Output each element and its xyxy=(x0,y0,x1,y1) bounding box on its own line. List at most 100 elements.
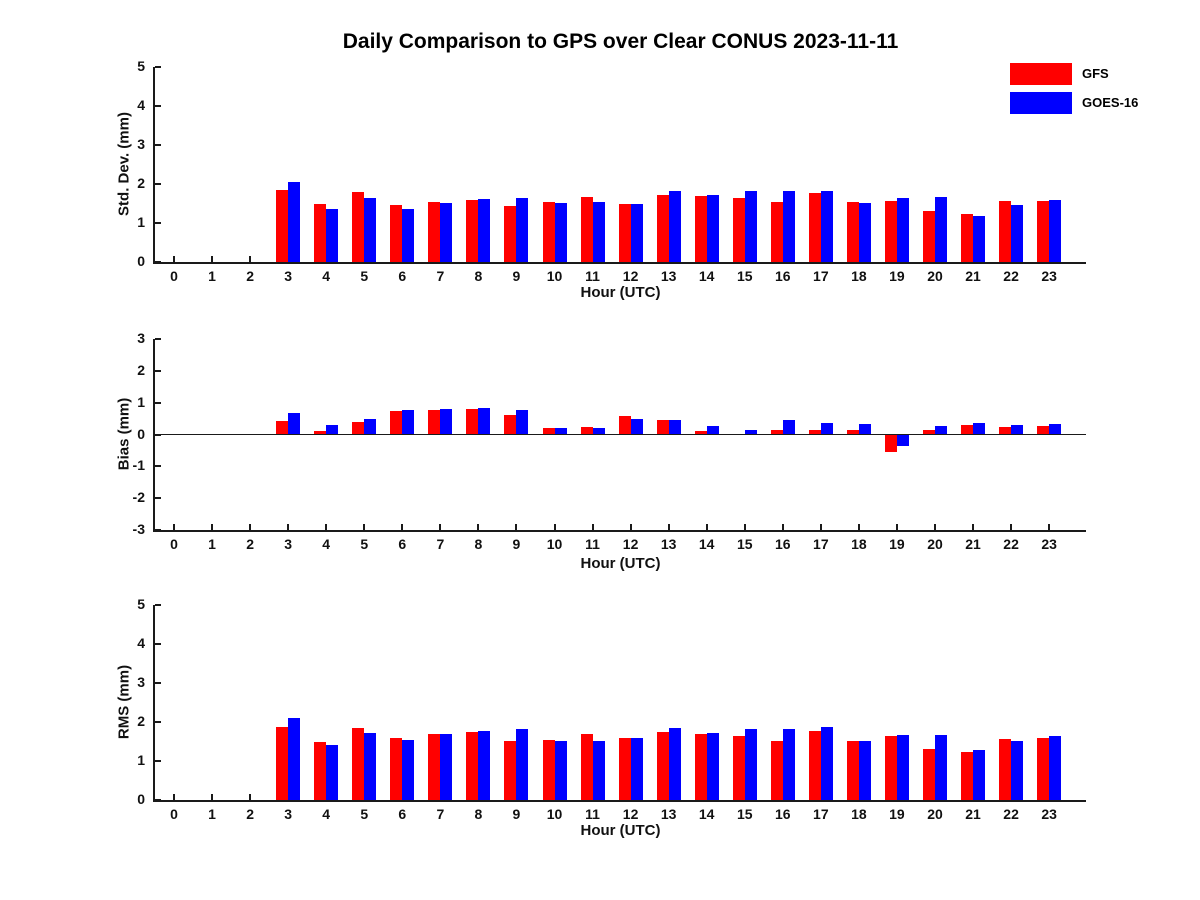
y-tick-mark xyxy=(155,643,161,645)
x-tick-label: 0 xyxy=(170,536,178,552)
bar-gfs-hour-12 xyxy=(618,416,631,435)
x-tick-label: 9 xyxy=(512,536,521,552)
y-tick-mark xyxy=(155,338,161,340)
x-tick-label: 4 xyxy=(322,268,331,284)
y-tick-label: 0 xyxy=(137,253,145,269)
bar-goes-16-hour-17 xyxy=(820,190,833,262)
bar-gfs-hour-14 xyxy=(694,431,707,435)
x-tick-label: 2 xyxy=(246,536,254,552)
bar-gfs-hour-19 xyxy=(884,201,897,262)
x-tick-label: 17 xyxy=(813,268,829,284)
x-tick-label: 5 xyxy=(360,268,369,284)
bar-gfs-hour-13 xyxy=(656,419,669,435)
x-tick-label: 13 xyxy=(660,536,677,552)
x-tick-mark xyxy=(477,524,480,530)
x-tick-label: 17 xyxy=(813,806,829,822)
x-tick-mark xyxy=(439,524,442,530)
y-tick-mark xyxy=(155,604,161,606)
x-axis-spine xyxy=(153,262,1086,264)
bar-goes-16-hour-7 xyxy=(440,734,453,800)
bar-goes-16-hour-23 xyxy=(1049,199,1062,262)
bar-goes-16-hour-11 xyxy=(592,428,605,435)
bar-gfs-hour-15 xyxy=(732,736,745,800)
x-tick-label: 16 xyxy=(775,268,791,284)
x-tick-label: 7 xyxy=(436,806,445,822)
bar-gfs-hour-23 xyxy=(1037,201,1050,262)
bar-goes-16-hour-13 xyxy=(668,419,681,435)
bar-goes-16-hour-21 xyxy=(973,423,986,435)
bar-goes-16-hour-16 xyxy=(782,420,795,435)
bar-gfs-hour-3 xyxy=(276,190,289,262)
bar-goes-16-hour-15 xyxy=(744,729,757,800)
y-tick-mark xyxy=(155,66,161,68)
x-tick-label: 1 xyxy=(208,536,216,552)
bar-gfs-hour-16 xyxy=(770,430,783,435)
bar-gfs-hour-21 xyxy=(961,214,974,262)
xlabel-bias: Hour (UTC) xyxy=(580,555,661,572)
x-tick-label: 15 xyxy=(736,536,753,552)
y-tick-label: 0 xyxy=(137,791,145,807)
x-tick-mark xyxy=(211,256,214,262)
x-tick-label: 4 xyxy=(322,536,331,552)
x-tick-mark xyxy=(629,524,632,530)
bar-gfs-hour-11 xyxy=(580,733,593,800)
bar-goes-16-hour-17 xyxy=(820,727,833,800)
bar-gfs-hour-4 xyxy=(314,203,327,262)
bar-gfs-hour-22 xyxy=(999,427,1012,435)
bar-goes-16-hour-22 xyxy=(1011,425,1024,435)
bar-gfs-hour-16 xyxy=(770,740,783,800)
x-tick-label: 12 xyxy=(622,536,639,552)
y-tick-label: 5 xyxy=(137,58,145,74)
x-tick-mark xyxy=(553,524,556,530)
x-tick-label: 9 xyxy=(512,268,521,284)
bar-gfs-hour-6 xyxy=(390,737,403,800)
bar-goes-16-hour-4 xyxy=(326,208,339,262)
x-tick-label: 13 xyxy=(660,268,677,284)
x-tick-label: 10 xyxy=(546,536,563,552)
bar-gfs-hour-13 xyxy=(656,195,669,262)
bar-gfs-hour-18 xyxy=(846,740,859,800)
x-tick-label: 1 xyxy=(208,806,216,822)
bar-goes-16-hour-22 xyxy=(1011,204,1024,262)
bar-goes-16-hour-9 xyxy=(516,197,529,262)
x-tick-label: 3 xyxy=(284,268,293,284)
x-tick-label: 23 xyxy=(1041,806,1057,822)
legend-swatch-gfs xyxy=(1010,63,1072,85)
bar-gfs-hour-8 xyxy=(466,200,479,262)
x-tick-label: 15 xyxy=(736,268,753,284)
x-tick-label: 22 xyxy=(1003,268,1019,284)
bar-goes-16-hour-3 xyxy=(288,182,301,262)
x-tick-label: 20 xyxy=(927,806,943,822)
y-tick-label: 3 xyxy=(137,136,145,152)
y-tick-mark xyxy=(155,183,161,185)
x-tick-mark xyxy=(211,794,214,800)
bar-gfs-hour-22 xyxy=(999,200,1012,262)
x-tick-mark xyxy=(667,524,670,530)
y-tick-label: 2 xyxy=(137,175,145,191)
bar-gfs-hour-21 xyxy=(961,425,974,435)
bar-goes-16-hour-14 xyxy=(706,194,719,262)
y-tick-mark xyxy=(155,760,161,762)
x-tick-label: 7 xyxy=(436,268,445,284)
legend-label-gfs: GFS xyxy=(1082,66,1109,81)
x-tick-mark xyxy=(401,524,404,530)
y-tick-label: 5 xyxy=(137,596,145,612)
bar-goes-16-hour-11 xyxy=(592,201,605,262)
x-tick-label: 2 xyxy=(246,268,254,284)
x-tick-mark xyxy=(515,524,518,530)
y-tick-label: 1 xyxy=(137,214,145,230)
y-tick-label: 1 xyxy=(137,393,145,410)
x-tick-label: 10 xyxy=(546,268,563,284)
bar-gfs-hour-14 xyxy=(694,733,707,800)
bar-gfs-hour-8 xyxy=(466,409,479,435)
x-tick-label: 11 xyxy=(585,268,600,284)
x-tick-mark xyxy=(173,524,175,530)
bar-goes-16-hour-12 xyxy=(630,204,643,262)
bar-goes-16-hour-10 xyxy=(554,428,567,435)
y-tick-mark xyxy=(155,369,161,372)
x-tick-mark xyxy=(173,794,175,800)
x-tick-label: 8 xyxy=(474,806,483,822)
y-tick-mark xyxy=(155,465,161,468)
x-tick-label: 8 xyxy=(474,268,483,284)
